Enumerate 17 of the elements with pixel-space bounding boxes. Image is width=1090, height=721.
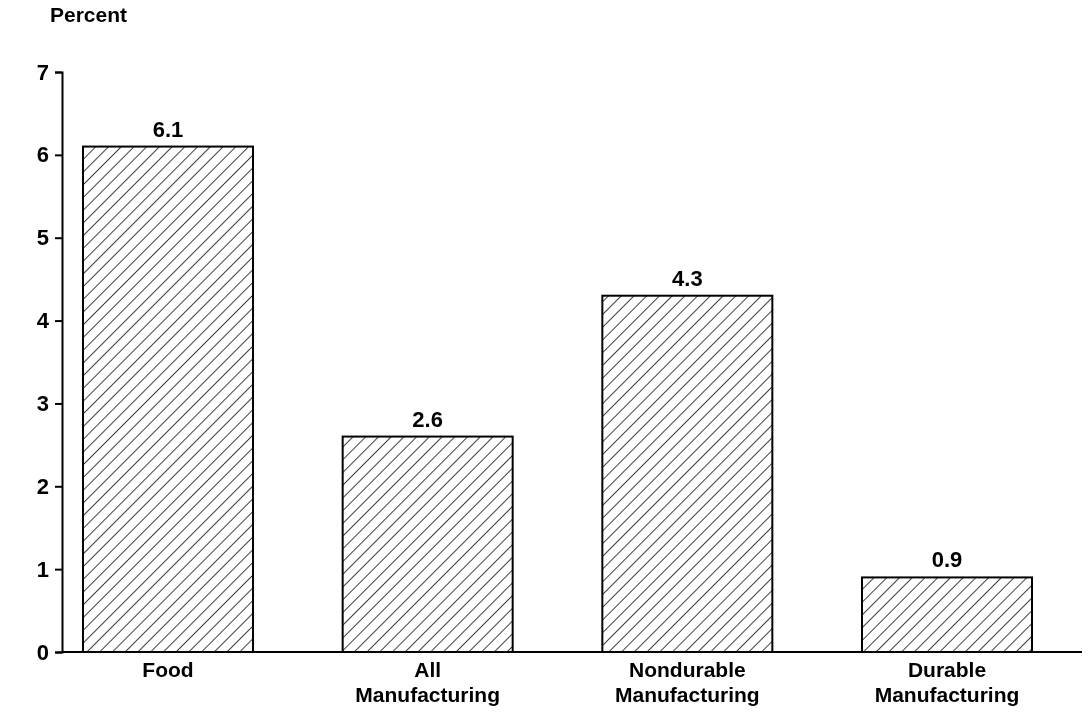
y-tick-label: 7 (36, 59, 49, 85)
x-tick-label: All Manufacturing (355, 658, 500, 706)
y-tick-label: 5 (36, 225, 49, 251)
y-tick-label: 1 (36, 556, 49, 582)
y-tick-label: 4 (36, 308, 50, 334)
y-tick-label: 2 (36, 473, 49, 499)
y-tick-label: 0 (36, 639, 49, 665)
x-tick-label: Nondurable Manufacturing (615, 658, 760, 706)
data-label: 2.6 (412, 406, 443, 432)
x-tick-label: Durable Manufacturing (874, 658, 1020, 706)
data-label: 4.3 (672, 265, 703, 291)
y-tick-label: 3 (36, 390, 49, 416)
y-axis-title: Percent (50, 3, 128, 26)
data-label: 6.1 (152, 116, 184, 142)
x-tick-label: Food (142, 658, 194, 681)
data-label: 0.9 (931, 547, 963, 573)
y-tick-label: 6 (36, 142, 49, 168)
